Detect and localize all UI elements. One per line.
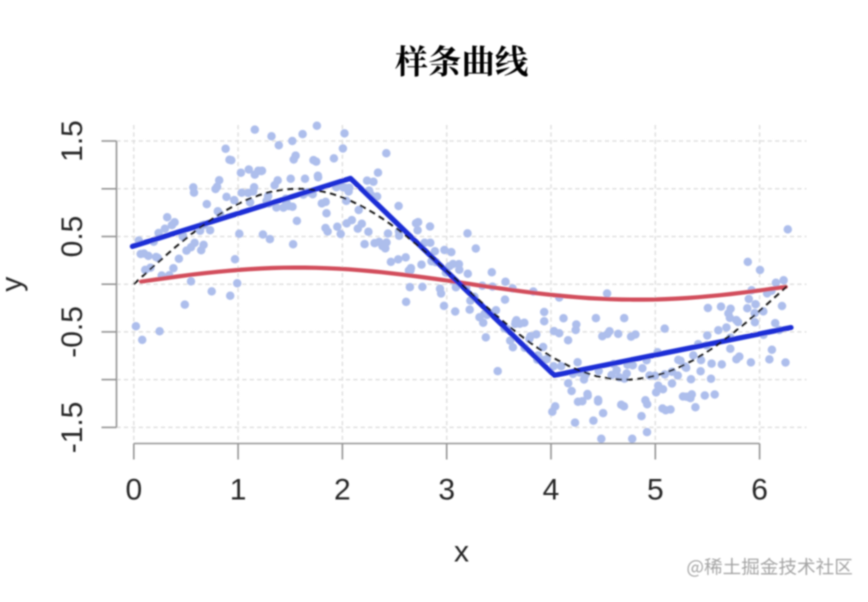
- svg-text:x: x: [454, 536, 469, 569]
- svg-text:4: 4: [543, 473, 560, 506]
- svg-text:6: 6: [751, 473, 768, 506]
- svg-text:3: 3: [438, 473, 455, 506]
- svg-text:y: y: [0, 277, 29, 292]
- svg-text:-1.5: -1.5: [56, 402, 89, 454]
- svg-text:5: 5: [647, 473, 664, 506]
- svg-text:1.5: 1.5: [56, 120, 89, 162]
- svg-text:0: 0: [125, 473, 142, 506]
- svg-text:2: 2: [334, 473, 351, 506]
- svg-text:-0.5: -0.5: [56, 306, 89, 358]
- svg-text:1: 1: [230, 473, 247, 506]
- svg-text:0.5: 0.5: [56, 216, 89, 258]
